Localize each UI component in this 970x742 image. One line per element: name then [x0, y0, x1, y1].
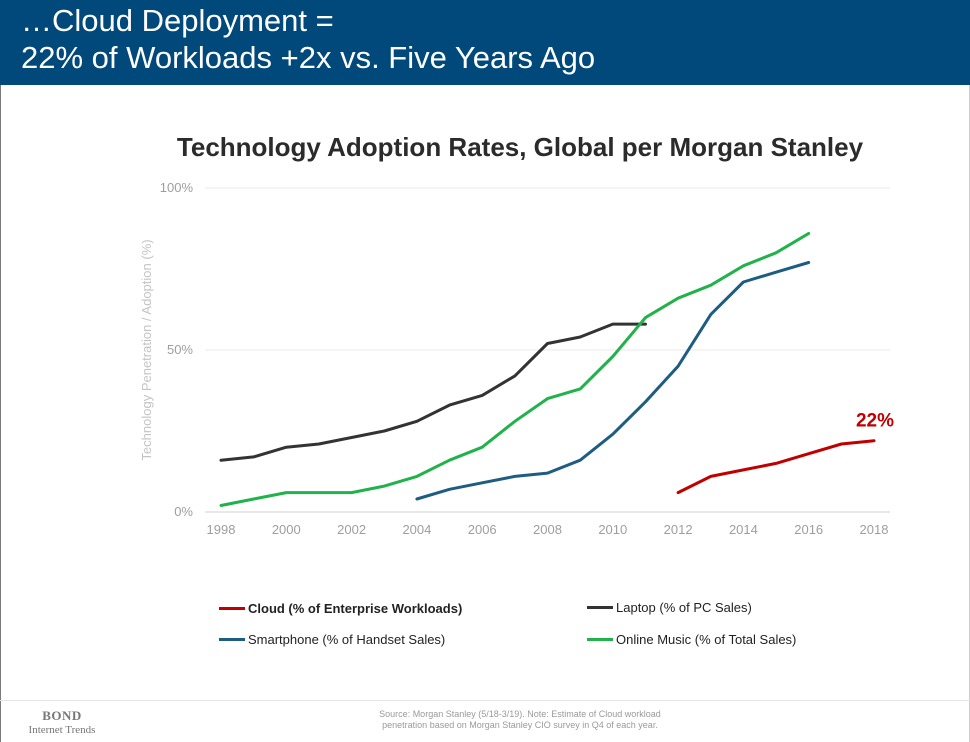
source-line-2: penetration based on Morgan Stanley CIO … — [382, 720, 658, 730]
legend-item-cloud: Cloud (% of Enterprise Workloads) — [219, 601, 462, 616]
footer-divider — [0, 700, 970, 701]
y-tick-label: 0% — [174, 504, 193, 519]
legend-label-laptop: Laptop (% of PC Sales) — [616, 600, 752, 615]
legend-swatch-online-music — [587, 638, 613, 641]
bond-logo-line-1: BOND — [42, 708, 82, 723]
slide-title-line-2: 22% of Workloads +2x vs. Five Years Ago — [21, 40, 596, 75]
series-line-cloud — [676, 439, 876, 495]
x-tick-label: 2004 — [402, 522, 431, 537]
x-tick-label: 2012 — [664, 522, 693, 537]
legend-item-online-music: Online Music (% of Total Sales) — [587, 632, 796, 647]
legend-swatch-smartphone — [219, 638, 245, 641]
series-line-laptop — [219, 322, 647, 462]
left-border — [0, 85, 1, 742]
legend-swatch-cloud — [219, 607, 245, 610]
x-tick-label: 1998 — [207, 522, 236, 537]
legend-swatch-laptop — [587, 606, 613, 609]
source-note: Source: Morgan Stanley (5/18-3/19). Note… — [340, 709, 700, 731]
x-tick-label: 2010 — [598, 522, 627, 537]
x-tick-label: 2014 — [729, 522, 758, 537]
legend-item-smartphone: Smartphone (% of Handset Sales) — [219, 632, 445, 647]
y-axis-label: Technology Penetration / Adoption (%) — [139, 239, 154, 460]
x-tick-label: 2002 — [337, 522, 366, 537]
legend-label-cloud: Cloud (% of Enterprise Workloads) — [248, 601, 463, 616]
line-chart: 0% 50% 100% 1998 2000 2002 2004 2006 2008 2010 201… — [139, 180, 894, 537]
series-line-online-music — [219, 231, 811, 507]
x-tick-label: 2008 — [533, 522, 562, 537]
slide-header: …Cloud Deployment = 22% of Workloads +2x… — [0, 0, 970, 85]
legend-label-smartphone: Smartphone (% of Handset Sales) — [248, 632, 446, 647]
x-tick-label: 2006 — [468, 522, 497, 537]
legend-item-laptop: Laptop (% of PC Sales) — [587, 600, 752, 615]
slide-title-line-1: …Cloud Deployment = — [21, 3, 334, 38]
cloud-value-annotation: 22% — [856, 411, 894, 432]
chart-title: Technology Adoption Rates, Global per Mo… — [176, 132, 864, 162]
bond-logo: BOND Internet Trends — [22, 709, 102, 737]
x-tick-label: 2018 — [860, 522, 889, 537]
y-tick-label: 50% — [167, 342, 193, 357]
y-tick-label: 100% — [160, 180, 194, 195]
x-tick-label: 2000 — [272, 522, 301, 537]
source-line-1: Source: Morgan Stanley (5/18-3/19). Note… — [379, 709, 661, 719]
bond-logo-line-2: Internet Trends — [28, 724, 96, 736]
x-tick-label: 2016 — [794, 522, 823, 537]
legend-label-online-music: Online Music (% of Total Sales) — [616, 632, 797, 647]
series-line-smartphone — [415, 261, 811, 501]
